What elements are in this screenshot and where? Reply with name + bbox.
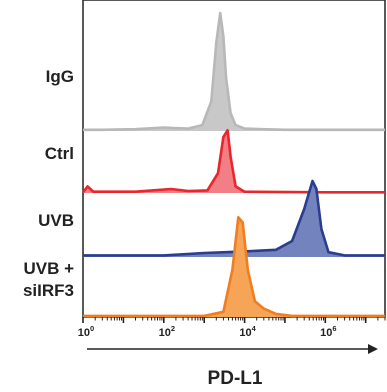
histogram-series-1 [83, 11, 385, 132]
series-label-line: Ctrl [44, 144, 74, 163]
histogram-area [83, 13, 385, 131]
x-axis-arrow [87, 344, 378, 354]
series-label: IgG [0, 66, 74, 88]
histogram-area [83, 181, 385, 257]
series-label-line: UVB + [23, 259, 74, 278]
histogram-line [83, 11, 385, 132]
series-layer [81, 11, 385, 318]
histogram-series-4 [83, 216, 385, 318]
series-label: UVB + siIRF3 [0, 258, 74, 302]
series-label: UVB [0, 210, 74, 232]
histogram-line [81, 129, 385, 194]
histogram-series-2 [81, 129, 385, 194]
x-tick-label: 104 [239, 324, 256, 339]
series-label: Ctrl [0, 143, 74, 165]
x-axis-ticks: 100 102 104 106 [78, 317, 386, 339]
x-axis-title: PD-L1 [208, 368, 263, 389]
x-tick-label: 100 [78, 324, 94, 339]
histogram-line [83, 216, 385, 318]
series-label-line: siIRF3 [22, 281, 74, 300]
series-label-line: IgG [45, 67, 74, 86]
x-tick-label: 102 [159, 324, 175, 339]
x-tick-label: 106 [320, 324, 336, 339]
histogram-line [83, 179, 385, 257]
histogram-series-3 [83, 179, 385, 257]
series-label-line: UVB [38, 211, 74, 230]
